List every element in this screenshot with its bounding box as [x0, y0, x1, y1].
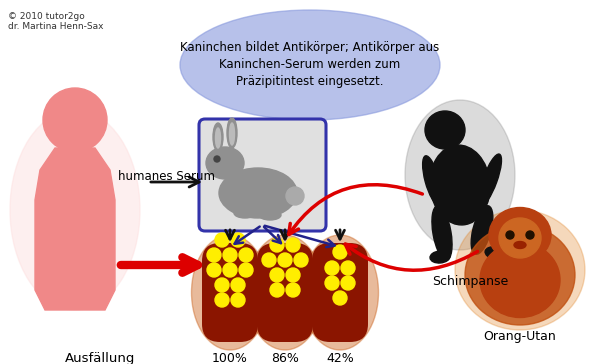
Ellipse shape — [485, 247, 505, 259]
Ellipse shape — [432, 206, 452, 260]
Circle shape — [231, 278, 245, 292]
Ellipse shape — [479, 154, 502, 206]
Circle shape — [506, 231, 514, 239]
Ellipse shape — [180, 10, 440, 120]
Circle shape — [215, 233, 229, 247]
Text: 42%: 42% — [326, 352, 354, 364]
Ellipse shape — [465, 225, 575, 325]
Ellipse shape — [219, 168, 297, 218]
Circle shape — [333, 291, 347, 305]
Text: dr. Martina Henn-Sax: dr. Martina Henn-Sax — [8, 22, 104, 31]
Circle shape — [231, 233, 245, 247]
Text: © 2010 tutor2go: © 2010 tutor2go — [8, 12, 85, 21]
Ellipse shape — [229, 123, 235, 145]
Circle shape — [325, 276, 339, 290]
Circle shape — [286, 283, 300, 297]
Circle shape — [215, 278, 229, 292]
Text: humanes Serum: humanes Serum — [118, 170, 215, 182]
Circle shape — [341, 276, 355, 290]
Ellipse shape — [480, 242, 560, 317]
Polygon shape — [35, 148, 115, 310]
FancyBboxPatch shape — [312, 243, 368, 342]
Circle shape — [294, 253, 308, 267]
Ellipse shape — [455, 210, 585, 330]
Circle shape — [270, 283, 284, 297]
Ellipse shape — [430, 251, 450, 263]
Circle shape — [270, 268, 284, 282]
Circle shape — [333, 245, 347, 259]
Text: Ausfällung: Ausfällung — [65, 352, 135, 364]
Ellipse shape — [499, 218, 541, 258]
Circle shape — [223, 263, 237, 277]
FancyBboxPatch shape — [202, 243, 258, 342]
Ellipse shape — [191, 235, 269, 350]
Ellipse shape — [10, 110, 140, 310]
Circle shape — [341, 261, 355, 275]
Circle shape — [215, 293, 229, 307]
Circle shape — [207, 263, 221, 277]
FancyBboxPatch shape — [257, 243, 313, 342]
Ellipse shape — [430, 145, 490, 225]
Circle shape — [262, 253, 276, 267]
Circle shape — [526, 231, 534, 239]
Circle shape — [207, 248, 221, 262]
Ellipse shape — [259, 210, 281, 220]
Text: 100%: 100% — [212, 352, 248, 364]
Circle shape — [43, 88, 107, 152]
Ellipse shape — [215, 128, 221, 148]
Ellipse shape — [471, 206, 493, 254]
Circle shape — [270, 238, 284, 252]
Circle shape — [278, 253, 292, 267]
Ellipse shape — [514, 241, 526, 249]
Ellipse shape — [227, 118, 237, 148]
Circle shape — [223, 248, 237, 262]
Circle shape — [286, 268, 300, 282]
Ellipse shape — [302, 235, 379, 350]
Text: 86%: 86% — [271, 352, 299, 364]
Circle shape — [325, 261, 339, 275]
Ellipse shape — [422, 156, 442, 204]
Ellipse shape — [489, 207, 551, 262]
Circle shape — [231, 293, 245, 307]
Circle shape — [286, 238, 300, 252]
Circle shape — [239, 263, 253, 277]
Ellipse shape — [247, 235, 323, 350]
Ellipse shape — [234, 208, 256, 218]
Text: Schimpanse: Schimpanse — [432, 275, 508, 288]
Text: Kaninchen bildet Antikörper; Antikörper aus
Kaninchen-Serum werden zum
Präzipiti: Kaninchen bildet Antikörper; Antikörper … — [181, 41, 440, 88]
Text: Orang-Utan: Orang-Utan — [484, 330, 556, 343]
Circle shape — [214, 156, 220, 162]
Ellipse shape — [425, 111, 465, 149]
Ellipse shape — [206, 147, 244, 179]
Ellipse shape — [213, 123, 223, 151]
Ellipse shape — [405, 100, 515, 250]
Circle shape — [239, 248, 253, 262]
Circle shape — [286, 187, 304, 205]
FancyBboxPatch shape — [199, 119, 326, 231]
